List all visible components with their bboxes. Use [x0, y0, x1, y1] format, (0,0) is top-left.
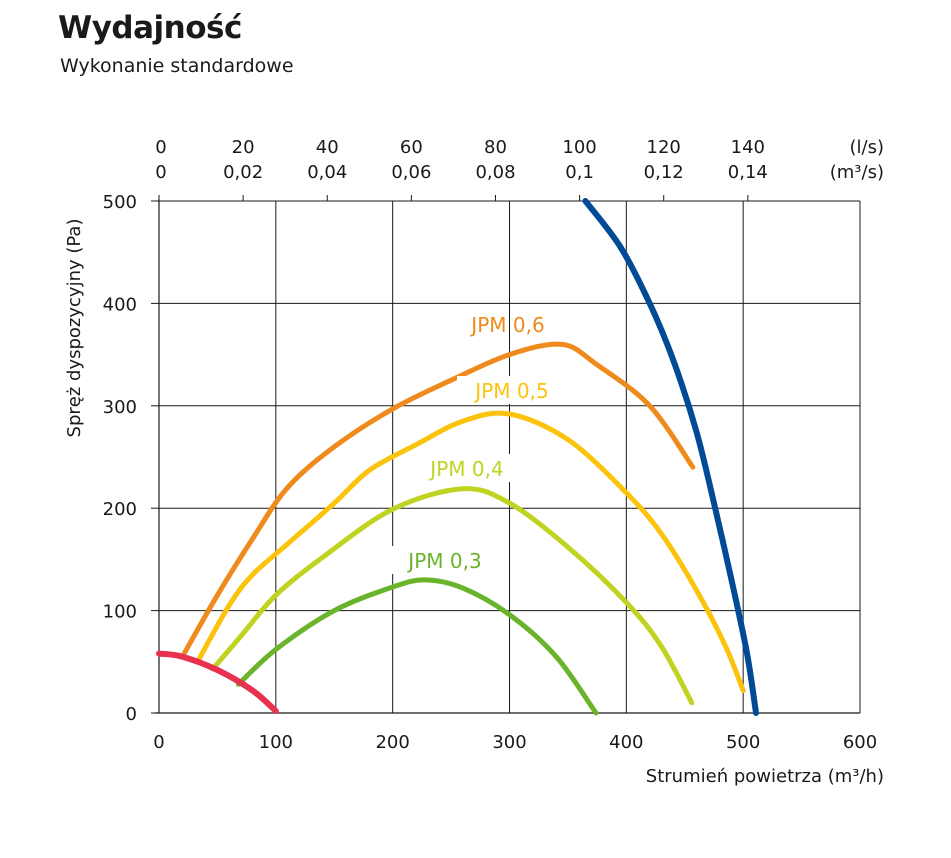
grid-lines [151, 195, 861, 714]
series-label: JPM 0,6 [469, 313, 544, 337]
x-tick-label: 300 [492, 732, 526, 753]
top-axis-unit-m3s: (m³/s) [830, 162, 884, 183]
top-tick-label-ls: 140 [731, 137, 765, 158]
series-label-bg [457, 376, 567, 404]
top-tick-label-m3s: 0,1 [565, 162, 594, 183]
x-tick-label: 0 [153, 732, 164, 753]
series-jpm-06 [179, 341, 696, 660]
top-tick-label-m3s: 0,14 [728, 162, 768, 183]
top-tick-label-m3s: 0,12 [644, 162, 684, 183]
chart-subtitle: Wykonanie standardowe [60, 55, 294, 77]
y-tick-label: 200 [103, 499, 137, 520]
series-jpm-05 [195, 410, 746, 693]
top-tick-label-ls: 60 [400, 137, 423, 158]
y-tick-label: 500 [103, 192, 137, 213]
top-tick-label-ls: 100 [562, 137, 596, 158]
series-red-curve [156, 650, 279, 714]
x-axis-title: Strumień powietrza (m³/h) [646, 766, 884, 787]
chart-title: Wydajność [58, 10, 242, 46]
top-tick-label-ls: 40 [316, 137, 339, 158]
top-tick-label-ls: 0 [155, 137, 166, 158]
series-jpm-03 [235, 577, 599, 716]
y-tick-label: 100 [103, 602, 137, 623]
top-tick-label-m3s: 0 [155, 162, 166, 183]
top-tick-label-ls: 80 [484, 137, 507, 158]
series-label: JPM 0,3 [406, 549, 481, 573]
top-tick-label-m3s: 0,02 [223, 162, 263, 183]
x-tick-label: 600 [843, 732, 877, 753]
series-blue-curve [582, 198, 759, 716]
top-axis-unit-ls: (l/s) [850, 137, 885, 158]
top-tick-label-ls: 20 [232, 137, 255, 158]
series-label: JPM 0,4 [428, 457, 503, 481]
top-tick-label-m3s: 0,06 [391, 162, 431, 183]
series-curves: JPM 0,6 JPM 0,5 JPM 0,4 JPM 0,3 [156, 198, 759, 716]
top-tick-label-ls: 120 [647, 137, 681, 158]
series-jpm-04 [210, 486, 695, 706]
series-label-bg [390, 546, 500, 574]
y-tick-label: 0 [126, 704, 137, 725]
series-label: JPM 0,5 [473, 379, 548, 403]
x-tick-label: 500 [726, 732, 760, 753]
tick-labels: 0 100 200 300 400 500 600010020030040050000200… [103, 137, 884, 753]
y-tick-label: 300 [103, 397, 137, 418]
x-tick-label: 100 [259, 732, 293, 753]
x-tick-label: 400 [609, 732, 643, 753]
series-label-bg [412, 454, 522, 482]
x-tick-label: 200 [375, 732, 409, 753]
y-axis-title: Spręż dyspozycyjny (Pa) [64, 219, 85, 438]
y-tick-label: 400 [103, 294, 137, 315]
top-tick-label-m3s: 0,04 [307, 162, 347, 183]
top-tick-label-m3s: 0,08 [475, 162, 515, 183]
